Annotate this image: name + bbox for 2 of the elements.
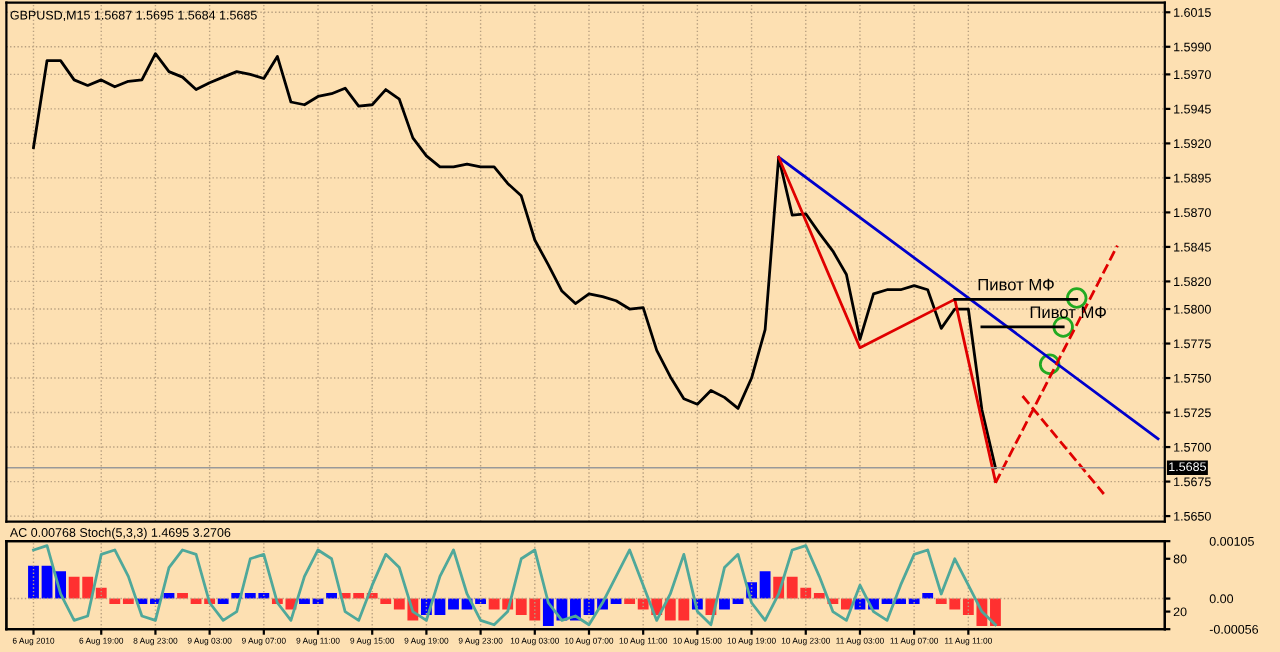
annotation: Пивот МФ xyxy=(1030,306,1106,319)
annotation: Пивот МФ xyxy=(978,278,1054,291)
